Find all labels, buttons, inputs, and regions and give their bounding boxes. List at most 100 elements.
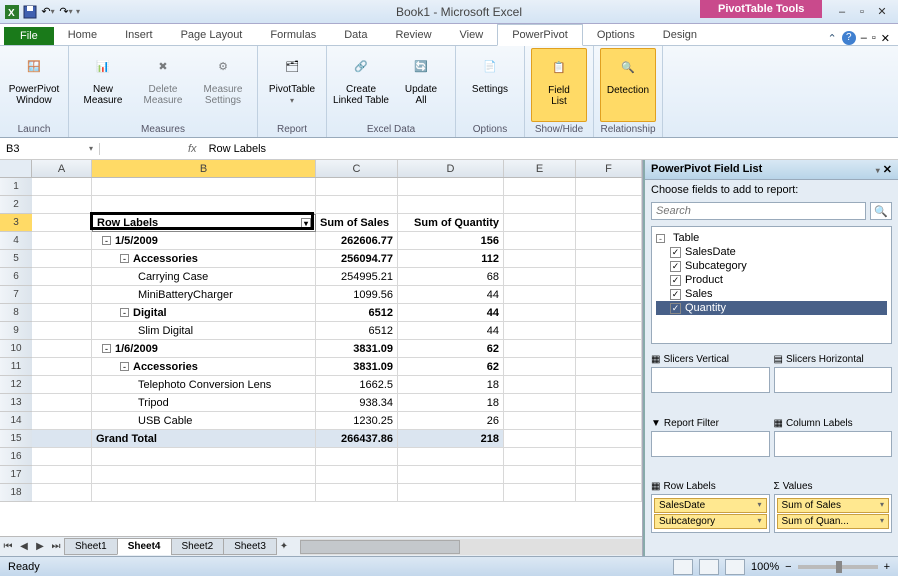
cell-F6[interactable] [576,268,642,286]
cell-E11[interactable] [504,358,576,376]
cell-A10[interactable] [32,340,92,358]
cell-F4[interactable] [576,232,642,250]
cell-D7[interactable]: 44 [398,286,504,304]
cell-D14[interactable]: 26 [398,412,504,430]
doc-restore-icon[interactable]: ▫ [872,32,876,44]
cell-E8[interactable] [504,304,576,322]
cell-F18[interactable] [576,484,642,502]
cell-A13[interactable] [32,394,92,412]
view-page-break-icon[interactable] [725,559,745,575]
cell-B8[interactable]: -Digital [92,304,316,322]
cell-C16[interactable] [316,448,398,466]
row-header-4[interactable]: 4 [0,232,32,250]
zoom-in-icon[interactable]: + [884,561,890,573]
zone-columns[interactable] [774,431,893,457]
column-header-C[interactable]: C [316,160,398,177]
row-header-5[interactable]: 5 [0,250,32,268]
cell-F15[interactable] [576,430,642,448]
update-all-button[interactable]: 🔄Update All [393,48,449,122]
cell-D1[interactable] [398,178,504,196]
sheet-nav-next-icon[interactable]: ▶ [32,541,48,552]
column-header-D[interactable]: D [398,160,504,177]
cell-D3[interactable]: Sum of Quantity [398,214,504,232]
value-item[interactable]: Sum of Quan...▾ [777,514,890,529]
new-sheet-icon[interactable]: ✦ [276,541,292,552]
cell-F13[interactable] [576,394,642,412]
zoom-level[interactable]: 100% [751,561,779,573]
sheet-tab-1[interactable]: Sheet1 [64,538,118,555]
cell-A12[interactable] [32,376,92,394]
cell-C15[interactable]: 266437.86 [316,430,398,448]
field-list-button[interactable]: 📋Field List [531,48,587,122]
search-button[interactable]: 🔍 [870,202,892,220]
cell-A15[interactable] [32,430,92,448]
cell-A14[interactable] [32,412,92,430]
cell-E13[interactable] [504,394,576,412]
cell-C1[interactable] [316,178,398,196]
fx-icon[interactable]: fx [180,143,205,155]
minimize-ribbon-icon[interactable]: ⌃ [828,32,837,45]
tab-view[interactable]: View [446,25,498,45]
settings-button[interactable]: 📄Settings [462,48,518,122]
cell-E10[interactable] [504,340,576,358]
cell-A17[interactable] [32,466,92,484]
cell-D2[interactable] [398,196,504,214]
tab-options[interactable]: Options [583,25,649,45]
tab-home[interactable]: Home [54,25,111,45]
cell-A16[interactable] [32,448,92,466]
mdi-minimize-icon[interactable]: – [834,5,850,19]
row-header-14[interactable]: 14 [0,412,32,430]
cell-B12[interactable]: Telephoto Conversion Lens [92,376,316,394]
row-header-3[interactable]: 3 [0,214,32,232]
save-icon[interactable] [22,4,38,20]
cell-B2[interactable] [92,196,316,214]
cell-C6[interactable]: 254995.21 [316,268,398,286]
mdi-close-icon[interactable]: ✕ [874,5,890,19]
search-input[interactable] [651,202,866,220]
cell-C3[interactable]: Sum of Sales [316,214,398,232]
tab-powerpivot[interactable]: PowerPivot [497,24,583,46]
cell-C2[interactable] [316,196,398,214]
cell-E1[interactable] [504,178,576,196]
tab-page-layout[interactable]: Page Layout [167,25,257,45]
cell-F1[interactable] [576,178,642,196]
cell-B13[interactable]: Tripod [92,394,316,412]
cell-C11[interactable]: 3831.09 [316,358,398,376]
row-header-13[interactable]: 13 [0,394,32,412]
redo-icon[interactable]: ↷▾ [58,4,74,20]
cell-C12[interactable]: 1662.5 [316,376,398,394]
tab-insert[interactable]: Insert [111,25,167,45]
row-header-1[interactable]: 1 [0,178,32,196]
row-header-12[interactable]: 12 [0,376,32,394]
cell-B5[interactable]: -Accessories [92,250,316,268]
cell-B14[interactable]: USB Cable [92,412,316,430]
cell-A18[interactable] [32,484,92,502]
cell-B4[interactable]: -1/5/2009 [92,232,316,250]
cell-B1[interactable] [92,178,316,196]
cell-F5[interactable] [576,250,642,268]
new-measure-button[interactable]: 📊New Measure [75,48,131,122]
field-product[interactable]: ✓Product [656,273,887,287]
cell-F14[interactable] [576,412,642,430]
cell-B7[interactable]: MiniBatteryCharger [92,286,316,304]
cell-C7[interactable]: 1099.56 [316,286,398,304]
doc-close-icon[interactable]: ✕ [881,32,890,45]
cell-B16[interactable] [92,448,316,466]
cell-F17[interactable] [576,466,642,484]
cell-C9[interactable]: 6512 [316,322,398,340]
detection-button[interactable]: 🔍Detection [600,48,656,122]
cell-A4[interactable] [32,232,92,250]
view-normal-icon[interactable] [673,559,693,575]
row-header-7[interactable]: 7 [0,286,32,304]
cell-A6[interactable] [32,268,92,286]
field-salesdate[interactable]: ✓SalesDate [656,245,887,259]
cell-A9[interactable] [32,322,92,340]
cell-D16[interactable] [398,448,504,466]
cell-E14[interactable] [504,412,576,430]
cell-C4[interactable]: 262606.77 [316,232,398,250]
cell-C13[interactable]: 938.34 [316,394,398,412]
qat-dropdown-icon[interactable]: ▾ [76,7,80,16]
cell-C14[interactable]: 1230.25 [316,412,398,430]
cell-F3[interactable] [576,214,642,232]
cell-B3[interactable]: Row Labels▾ [92,214,316,232]
